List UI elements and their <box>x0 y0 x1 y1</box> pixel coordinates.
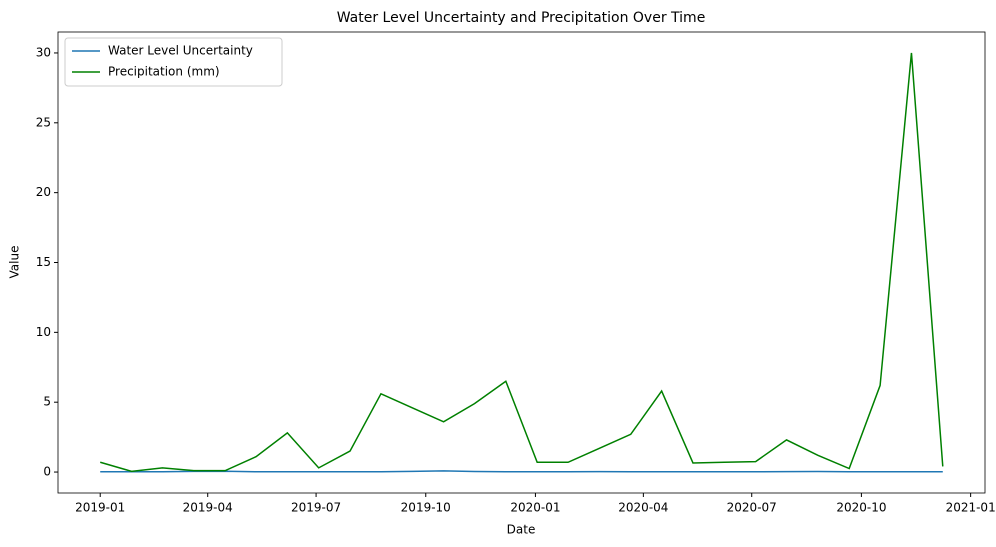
legend-label: Precipitation (mm) <box>108 65 220 79</box>
y-tick-label: 10 <box>36 325 51 339</box>
x-tick-label: 2020-10 <box>836 501 886 515</box>
legend-label: Water Level Uncertainty <box>108 44 253 58</box>
legend-box <box>64 37 283 87</box>
y-tick-label: 5 <box>43 395 51 409</box>
x-tick-label: 2019-01 <box>75 501 125 515</box>
y-tick-label: 15 <box>36 255 51 269</box>
x-tick-label: 2020-07 <box>727 501 777 515</box>
y-tick-label: 25 <box>36 115 51 129</box>
y-tick-label: 0 <box>43 465 51 479</box>
x-axis-label: Date <box>507 523 536 537</box>
line-series <box>100 470 943 473</box>
plot-frame <box>57 31 986 494</box>
y-tick-label: 30 <box>36 45 51 59</box>
x-tick-label: 2019-07 <box>291 501 341 515</box>
y-axis-label: Value <box>8 246 22 279</box>
x-tick-label: 2020-04 <box>618 501 668 515</box>
x-tick-label: 2019-10 <box>401 501 451 515</box>
x-tick-label: 2019-04 <box>183 501 233 515</box>
x-tick-label: 2021-01 <box>946 501 996 515</box>
line-series <box>100 52 944 473</box>
x-tick-label: 2020-01 <box>510 501 560 515</box>
chart-title: Water Level Uncertainty and Precipitatio… <box>337 10 706 26</box>
y-tick-label: 20 <box>36 185 51 199</box>
